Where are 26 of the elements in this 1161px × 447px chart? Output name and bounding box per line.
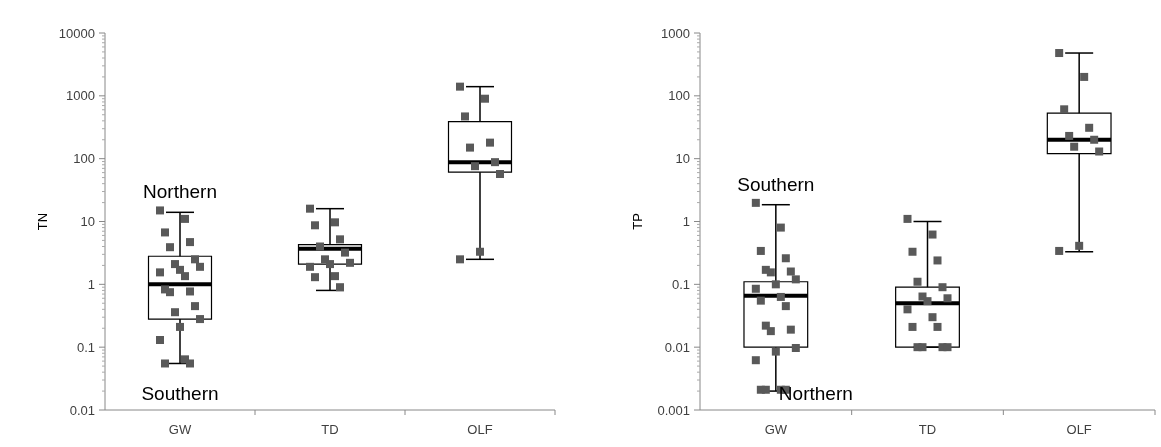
y-axis-title: TP bbox=[630, 213, 645, 230]
annotation: Southern bbox=[737, 173, 815, 195]
y-tick-label: 100 bbox=[668, 88, 690, 104]
y-axis-title: TN bbox=[35, 212, 50, 231]
y-tick-label: 10 bbox=[675, 151, 690, 167]
y-tick-label: 10 bbox=[80, 214, 95, 230]
x-tick-label: OLF bbox=[1066, 422, 1092, 437]
y-tick-label: 10000 bbox=[58, 25, 95, 41]
y-tick-label: 0.01 bbox=[69, 402, 95, 418]
y-tick-label: 0.01 bbox=[664, 339, 690, 355]
y-tick-label: 1000 bbox=[66, 88, 95, 104]
y-tick-label: 100 bbox=[73, 151, 95, 167]
x-tick-label: GW bbox=[764, 422, 788, 437]
x-tick-label: GW bbox=[168, 422, 192, 437]
x-tick-label: TD bbox=[918, 422, 937, 437]
y-tick-label: 0.1 bbox=[76, 339, 95, 355]
x-tick-label: TD bbox=[321, 422, 339, 437]
y-tick-label: 0.1 bbox=[671, 276, 690, 292]
x-tick-label: OLF bbox=[467, 422, 493, 437]
annotation: Northern bbox=[143, 181, 217, 203]
annotation: Northern bbox=[778, 383, 853, 404]
y-tick-label: 1 bbox=[682, 214, 690, 230]
y-tick-label: 0.001 bbox=[657, 402, 690, 418]
y-tick-label: 1 bbox=[87, 276, 95, 292]
annotation: Southern bbox=[141, 383, 219, 404]
y-tick-label: 1000 bbox=[661, 25, 690, 41]
